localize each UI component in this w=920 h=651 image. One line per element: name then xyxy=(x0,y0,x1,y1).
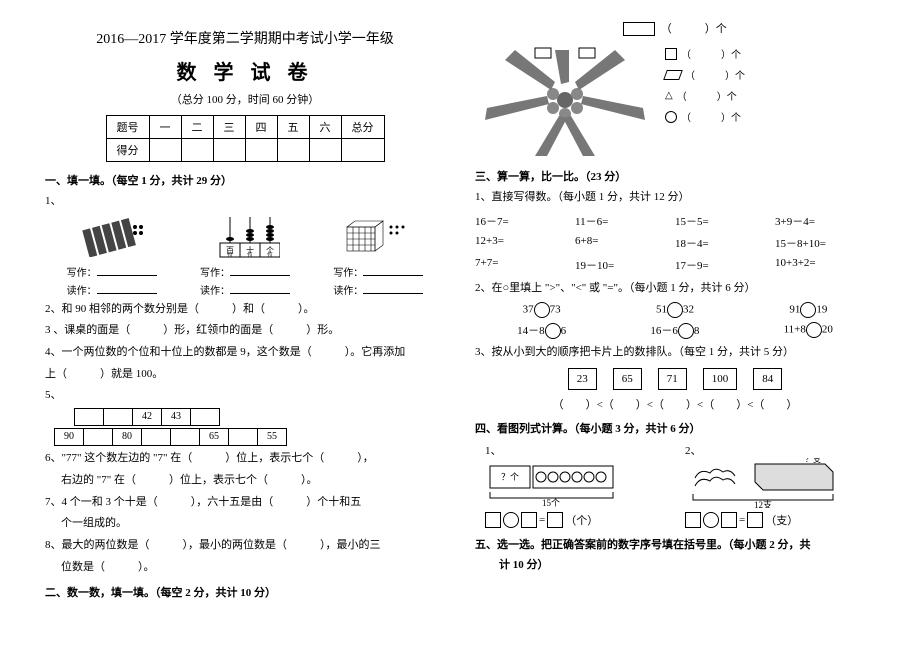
abacus-icon: 百十个 位位位 xyxy=(210,215,280,259)
calc-grid: 16－7=11－6=15－5=3+9－4= 12+3=6+8=18－4=15－8… xyxy=(475,210,875,276)
section-5-head: 五、选一选。把正确答案前的数字序号填在括号里。（每小题 2 分，共 xyxy=(475,536,875,552)
shape-legend: （ ）个 （ ）个 △（ ）个 （ ）个 xyxy=(665,40,745,130)
pic-calc-2: 2、 ？支 12支 =（支） xyxy=(685,442,865,528)
card-row: 2365 7110084 xyxy=(475,368,875,390)
exam-title-2: 数 学 试 卷 xyxy=(45,56,445,85)
q6b: 右边的 "7" 在（ ）位上，表示七个（ ）。 xyxy=(45,471,445,490)
q4a: 4、一个两位数的个位和十位上的数都是 9，这个数是（ ）。它再添加 xyxy=(45,343,445,362)
comp-row-1: 3773 5132 9119 xyxy=(475,302,875,318)
q5: 5、 xyxy=(45,386,445,405)
section-2-head: 二、数一数，填一填。（每空 2 分，共计 10 分） xyxy=(45,584,445,600)
rect-count: （ ）个 xyxy=(475,20,875,36)
exam-subtitle: （总分 100 分，时间 60 分钟） xyxy=(45,91,445,107)
sticks-icon xyxy=(77,217,147,257)
svg-text:位: 位 xyxy=(227,251,233,259)
seq-2: 9080 6555 xyxy=(55,428,445,446)
s3-q1: 1、直接写得数。（每小题 1 分，共计 12 分） xyxy=(475,188,875,207)
section-1-head: 一、填一填。（每空 1 分，共计 29 分） xyxy=(45,172,445,188)
q1-images: 百十个 位位位 xyxy=(45,217,445,257)
comp-row-2: 14－86 16－68 11+820 xyxy=(475,322,875,339)
svg-text:位: 位 xyxy=(247,251,253,259)
q7a: 7、4 个一和 3 个十是（ ），六十五是由（ ）个十和五 xyxy=(45,493,445,512)
pinwheel-figure xyxy=(475,40,655,160)
q3: 3 、课桌的面是（ ）形，红领巾的面是（ ）形。 xyxy=(45,321,445,340)
q2: 2、和 90 相邻的两个数分别是（ ）和（ ）。 xyxy=(45,300,445,319)
q8b: 位数是（ ）。 xyxy=(45,558,445,577)
exam-title-1: 2016—2017 学年度第二学期期中考试小学一年级 xyxy=(45,28,445,48)
q8a: 8、最大的两位数是（ ），最小的两位数是（ ），最小的三 xyxy=(45,536,445,555)
section-5-head2: 计 10 分） xyxy=(475,556,875,575)
svg-text:15个: 15个 xyxy=(542,498,560,508)
svg-text:位: 位 xyxy=(267,251,273,259)
seq-1: 4243 xyxy=(75,408,445,426)
svg-text:12支: 12支 xyxy=(754,499,772,508)
q1-label: 1、 xyxy=(45,192,445,211)
section-3-head: 三、算一算，比一比。（23 分） xyxy=(475,168,875,184)
q7b: 个一组成的。 xyxy=(45,514,445,533)
svg-text:？个: ？个 xyxy=(501,472,519,482)
q4b: 上（ ）就是 100。 xyxy=(45,365,445,384)
pic-calc-1: 1、 ？个 15个 =（个） xyxy=(485,442,665,528)
svg-text:？支: ？支 xyxy=(805,458,821,464)
s3-q3: 3、按从小到大的顺序把卡片上的数排队。（每空 1 分，共计 5 分） xyxy=(475,343,875,362)
q6a: 6、"77" 这个数左边的 "7" 在（ ）位上，表示七个（ ）， xyxy=(45,449,445,468)
s3-q2: 2、在○里填上 ">"、"<" 或 "="。（每小题 1 分，共计 6 分） xyxy=(475,279,875,298)
order-blanks: （ ）<（ ）<（ ）<（ ）<（ ） xyxy=(475,396,875,412)
section-4-head: 四、看图列式计算。（每小题 3 分，共计 6 分） xyxy=(475,420,875,436)
score-table: 题号一二三 四五六总分 得分 xyxy=(106,115,385,162)
blocks-icon xyxy=(343,217,413,257)
